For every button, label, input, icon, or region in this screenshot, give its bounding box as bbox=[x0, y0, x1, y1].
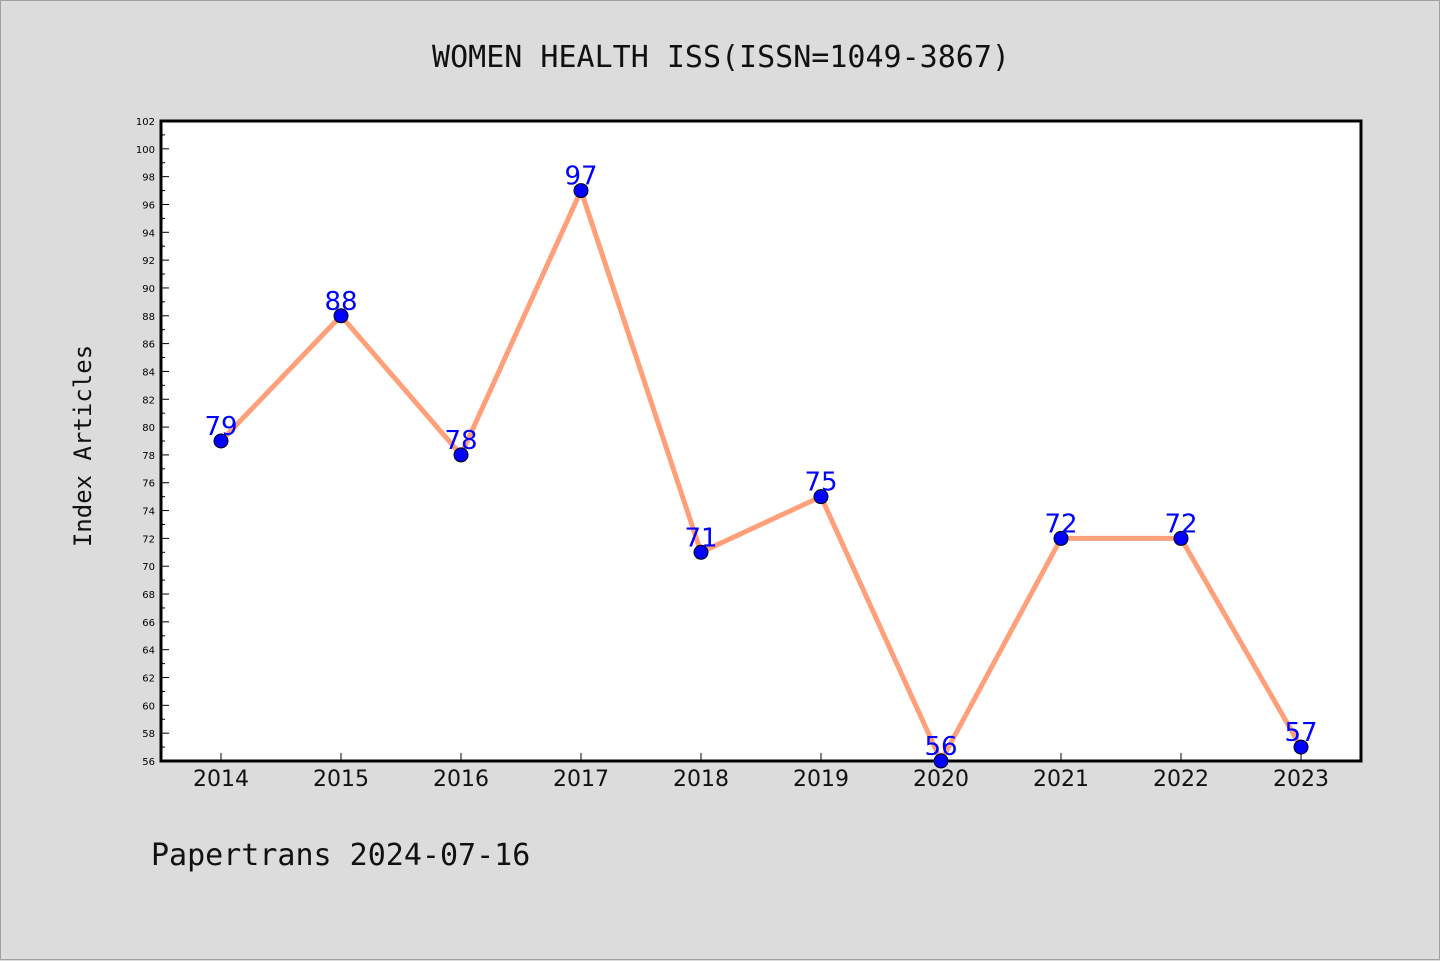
x-tick-label: 2019 bbox=[793, 767, 849, 792]
y-tick-label: 92 bbox=[142, 256, 155, 267]
y-tick-label: 84 bbox=[142, 367, 155, 378]
data-point bbox=[573, 183, 589, 199]
y-tick-label: 58 bbox=[142, 729, 155, 740]
data-point bbox=[333, 308, 349, 324]
x-tick-label: 2017 bbox=[553, 767, 609, 792]
series-line bbox=[219, 188, 1304, 764]
plot-area bbox=[159, 119, 1363, 763]
y-tick-label: 60 bbox=[142, 701, 155, 712]
y-axis-label: Index Articles bbox=[69, 345, 97, 547]
data-label: 56 bbox=[924, 732, 957, 762]
data-label: 71 bbox=[684, 523, 717, 553]
y-tick-label: 68 bbox=[142, 590, 155, 601]
x-tick-label: 2023 bbox=[1273, 767, 1329, 792]
x-tick-label: 2015 bbox=[313, 767, 369, 792]
footer-text: Papertrans 2024-07-16 bbox=[151, 838, 530, 873]
data-point bbox=[1293, 739, 1309, 755]
data-label: 79 bbox=[204, 412, 237, 442]
y-tick-label: 94 bbox=[142, 228, 155, 239]
data-point bbox=[813, 489, 829, 505]
y-tick-label: 90 bbox=[142, 284, 155, 295]
data-point bbox=[693, 544, 709, 560]
y-tick-label: 98 bbox=[142, 173, 155, 184]
y-tick-label: 80 bbox=[142, 423, 155, 434]
y-tick-label: 72 bbox=[142, 534, 155, 545]
data-label: 97 bbox=[564, 162, 597, 192]
x-tick-label: 2020 bbox=[913, 767, 969, 792]
y-tick-label: 70 bbox=[142, 562, 155, 573]
data-label: 72 bbox=[1164, 509, 1197, 539]
y-tick-label: 102 bbox=[136, 117, 155, 128]
y-tick-label: 88 bbox=[142, 312, 155, 323]
data-label: 78 bbox=[444, 426, 477, 456]
data-label: 72 bbox=[1044, 509, 1077, 539]
series-line-group bbox=[219, 188, 1304, 764]
y-tick-label: 86 bbox=[142, 340, 155, 351]
data-labels: 79 88 78 97 71 75 56 72 72 57 bbox=[204, 162, 1317, 762]
y-tick-label: 82 bbox=[142, 395, 155, 406]
data-point bbox=[933, 753, 949, 769]
data-point bbox=[1173, 530, 1189, 546]
y-tick-label: 56 bbox=[142, 757, 155, 768]
x-axis-ticks: 2014 2015 2016 2017 2018 2019 2020 2021 2022 2023 bbox=[193, 753, 1329, 792]
y-tick-label: 78 bbox=[142, 451, 155, 462]
y-tick-label: 74 bbox=[142, 507, 155, 518]
y-tick-label: 100 bbox=[136, 145, 155, 156]
x-tick-label: 2014 bbox=[193, 767, 249, 792]
y-tick-label: 64 bbox=[142, 646, 155, 657]
y-axis-ticks: 56 58 60 62 64 66 68 70 72 74 76 78 80 82 84 86 88 90 92 94… bbox=[136, 117, 169, 768]
data-label: 75 bbox=[804, 468, 837, 498]
y-tick-label: 96 bbox=[142, 200, 155, 211]
x-tick-label: 2016 bbox=[433, 767, 489, 792]
data-point bbox=[1053, 530, 1069, 546]
y-tick-label: 76 bbox=[142, 479, 155, 490]
data-point bbox=[453, 447, 469, 463]
x-tick-label: 2018 bbox=[673, 767, 729, 792]
x-tick-label: 2022 bbox=[1153, 767, 1209, 792]
y-tick-label: 66 bbox=[142, 618, 155, 629]
y-tick-label: 62 bbox=[142, 674, 155, 685]
x-tick-label: 2021 bbox=[1033, 767, 1089, 792]
data-markers bbox=[213, 183, 1309, 769]
data-point bbox=[213, 433, 229, 449]
chart-title: WOMEN HEALTH ISS(ISSN=1049-3867) bbox=[432, 40, 1010, 75]
data-label: 88 bbox=[324, 287, 357, 317]
data-label: 57 bbox=[1284, 718, 1317, 748]
